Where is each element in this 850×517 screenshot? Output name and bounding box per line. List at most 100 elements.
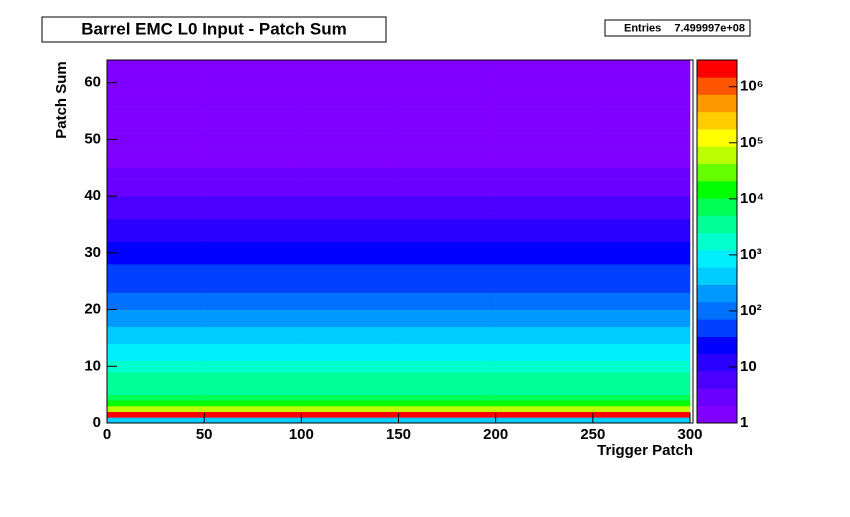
x-axis-label: Trigger Patch: [597, 442, 693, 459]
heatmap-cell: [398, 394, 496, 401]
heatmap-cell: [107, 173, 205, 180]
y-tick-label: 50: [84, 130, 101, 147]
colorbar-band: [697, 284, 737, 303]
heatmap-cell: [204, 201, 302, 208]
heatmap-cell: [301, 247, 399, 254]
heatmap-cell: [204, 105, 302, 112]
y-tick-label: 20: [84, 301, 101, 318]
heatmap-cell: [398, 230, 496, 237]
heatmap-cell: [398, 371, 496, 378]
heatmap-cell: [301, 286, 399, 293]
heatmap-cell: [398, 122, 496, 129]
heatmap-cell: [107, 309, 205, 316]
heatmap-cell: [107, 99, 205, 106]
heatmap-cell: [301, 411, 399, 418]
heatmap-cell: [398, 411, 496, 418]
heatmap-cell: [495, 298, 594, 305]
heatmap-cell: [204, 196, 302, 203]
heatmap-cell: [495, 218, 594, 225]
heatmap-cell: [204, 207, 302, 214]
heatmap-cell: [398, 400, 496, 407]
heatmap-cell: [495, 139, 594, 146]
heatmap-cell: [398, 417, 496, 424]
heatmap-cell: [301, 122, 399, 129]
heatmap-cell: [107, 349, 205, 356]
heatmap-cell: [592, 65, 691, 72]
heatmap-cell: [301, 173, 399, 180]
heatmap-cell: [398, 156, 496, 163]
heatmap-cell: [398, 184, 496, 191]
heatmap-cell: [301, 213, 399, 220]
heatmap-cell: [398, 252, 496, 259]
z-tick-label: 10: [740, 358, 757, 375]
heatmap-cell: [398, 258, 496, 265]
heatmap-cell: [107, 298, 205, 305]
heatmap-cell: [495, 94, 594, 101]
heatmap-cell: [204, 179, 302, 186]
heatmap-cell: [592, 383, 691, 390]
heatmap-cell: [107, 371, 205, 378]
heatmap-cell: [495, 252, 594, 259]
heatmap-cell: [398, 377, 496, 384]
heatmap-cell: [107, 264, 205, 271]
heatmap-cell: [301, 281, 399, 288]
heatmap-cell: [592, 179, 691, 186]
heatmap-cell: [398, 111, 496, 118]
heatmap-cell: [398, 309, 496, 316]
heatmap-cell: [301, 162, 399, 169]
heatmap-cell: [204, 360, 302, 367]
heatmap-cell: [398, 65, 496, 72]
heatmap-cell: [495, 269, 594, 276]
heatmap-cell: [204, 337, 302, 344]
heatmap-cell: [495, 315, 594, 322]
heatmap-cell: [204, 71, 302, 78]
heatmap-cell: [107, 116, 205, 123]
heatmap-cell: [592, 394, 691, 401]
heatmap-cell: [204, 60, 302, 66]
heatmap-cell: [592, 201, 691, 208]
heatmap-cell: [107, 196, 205, 203]
heatmap-cell: [107, 269, 205, 276]
heatmap-cell: [592, 145, 691, 152]
heatmap-cell: [204, 377, 302, 384]
colorbar-band: [697, 163, 737, 182]
x-tick-label: 150: [386, 426, 411, 443]
heatmap-cell: [398, 82, 496, 89]
colorbar-band: [697, 405, 737, 424]
heatmap-cell: [398, 116, 496, 123]
heatmap-cell: [495, 213, 594, 220]
heatmap-cell: [204, 82, 302, 89]
heatmap-cell: [107, 150, 205, 157]
heatmap-cell: [204, 224, 302, 231]
heatmap-cell: [495, 82, 594, 89]
heatmap-cell: [398, 315, 496, 322]
heatmap-cell: [204, 258, 302, 265]
heatmap-cell: [398, 145, 496, 152]
heatmap-cell: [204, 349, 302, 356]
z-tick-label: 10⁶: [740, 78, 764, 95]
heatmap-cell: [592, 213, 691, 220]
heatmap-cell: [107, 88, 205, 95]
heatmap-cell: [592, 218, 691, 225]
heatmap-cell: [204, 405, 302, 412]
heatmap-cell: [495, 394, 594, 401]
heatmap-cell: [592, 235, 691, 242]
heatmap-cell: [301, 394, 399, 401]
heatmap-cell: [398, 303, 496, 310]
colorbar-band: [697, 250, 737, 268]
heatmap-cell: [204, 241, 302, 248]
heatmap-cell: [107, 111, 205, 118]
heatmap-cell: [301, 417, 399, 424]
colorbar-band: [697, 111, 737, 130]
plot-frame: [106, 59, 694, 424]
heatmap-cell: [204, 128, 302, 135]
heatmap-cell: [301, 275, 399, 282]
heatmap-cell: [495, 150, 594, 157]
heatmap-cell: [301, 116, 399, 123]
heatmap-cell: [301, 235, 399, 242]
heatmap-cell: [204, 173, 302, 180]
colorbar-band: [697, 388, 737, 407]
heatmap-cell: [398, 207, 496, 214]
heatmap-cell: [398, 360, 496, 367]
heatmap-cell: [592, 247, 691, 254]
